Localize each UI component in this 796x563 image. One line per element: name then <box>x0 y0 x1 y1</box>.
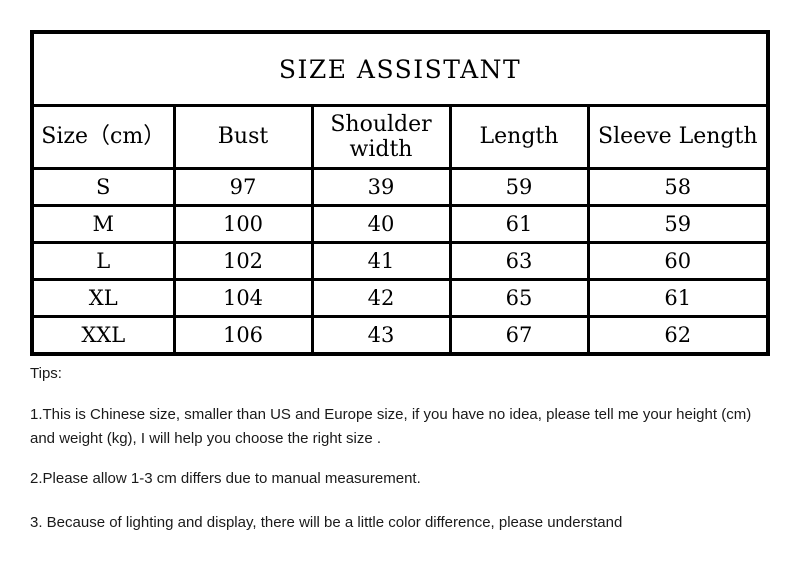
table-title-row: SIZE ASSISTANT <box>30 30 770 107</box>
cell-size: M <box>30 204 176 244</box>
cell-sleeve: 60 <box>586 241 770 281</box>
column-header-length: Length <box>448 104 590 170</box>
size-chart-title: SIZE ASSISTANT <box>30 30 770 107</box>
cell-shoulder: 43 <box>310 315 452 356</box>
table-header-row: Size（cm） Bust Shoulder width Length Slee… <box>30 104 770 170</box>
cell-length: 63 <box>448 241 590 281</box>
cell-size: XL <box>30 278 176 318</box>
cell-bust: 106 <box>172 315 314 356</box>
cell-shoulder: 40 <box>310 204 452 244</box>
tip-item-1: 1.This is Chinese size, smaller than US … <box>30 406 752 447</box>
cell-sleeve: 59 <box>586 204 770 244</box>
cell-bust: 104 <box>172 278 314 318</box>
cell-shoulder: 41 <box>310 241 452 281</box>
table-row: M 100 40 61 59 <box>30 204 770 244</box>
table-row: S 97 39 59 58 <box>30 167 770 207</box>
cell-bust: 102 <box>172 241 314 281</box>
column-header-shoulder-width: Shoulder width <box>310 104 452 170</box>
cell-shoulder: 39 <box>310 167 452 207</box>
column-header-size: Size（cm） <box>30 104 176 170</box>
tips-heading: Tips: <box>30 365 62 382</box>
cell-sleeve: 62 <box>586 315 770 356</box>
cell-size: S <box>30 167 176 207</box>
column-header-shoulder-width-line2: width <box>349 137 413 162</box>
column-header-sleeve-length: Sleeve Length <box>586 104 770 170</box>
column-header-shoulder-width-line1: Shoulder <box>330 111 432 137</box>
size-chart-table-container: SIZE ASSISTANT Size（cm） Bust Shoulder wi… <box>30 30 771 356</box>
table-row: XXL 106 43 67 62 <box>30 315 770 356</box>
cell-length: 61 <box>448 204 590 244</box>
cell-shoulder: 42 <box>310 278 452 318</box>
cell-sleeve: 58 <box>586 167 770 207</box>
cell-bust: 97 <box>172 167 314 207</box>
size-chart-table: SIZE ASSISTANT Size（cm） Bust Shoulder wi… <box>30 30 771 356</box>
tip-item-3: 3. Because of lighting and display, ther… <box>30 514 623 531</box>
table-row: L 102 41 63 60 <box>30 241 770 281</box>
cell-sleeve: 61 <box>586 278 770 318</box>
table-row: XL 104 42 65 61 <box>30 278 770 318</box>
cell-length: 65 <box>448 278 590 318</box>
column-header-bust: Bust <box>172 104 314 170</box>
cell-length: 59 <box>448 167 590 207</box>
tips-section: Tips: 1.This is Chinese size, smaller th… <box>30 362 760 534</box>
cell-length: 67 <box>448 315 590 356</box>
tip-item-2: 2.Please allow 1-3 cm differs due to man… <box>30 469 421 487</box>
cell-size: XXL <box>30 315 176 356</box>
cell-size: L <box>30 241 176 281</box>
cell-bust: 100 <box>172 204 314 244</box>
